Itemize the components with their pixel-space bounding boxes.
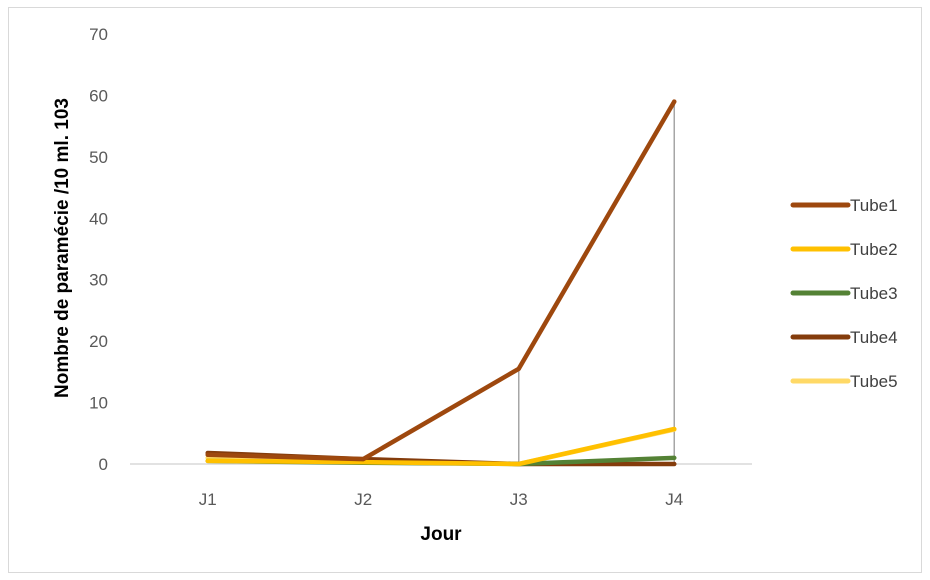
y-tick-label: 50: [89, 148, 108, 167]
legend-label: Tube5: [850, 372, 898, 391]
legend-label: Tube4: [850, 328, 898, 347]
x-tick-label: J3: [510, 490, 528, 509]
y-tick-label: 30: [89, 271, 108, 290]
y-tick-label: 10: [89, 394, 108, 413]
y-axis-title: Nombre de paramécie /10 ml. 103: [52, 98, 73, 398]
legend-label: Tube3: [850, 284, 898, 303]
y-axis-ticks: 0 10 20 30 40 50 60 70: [89, 25, 108, 474]
series-line-tube2: [205, 426, 677, 467]
data-point: [516, 462, 521, 466]
x-tick-label: J2: [354, 490, 372, 509]
y-tick-label: 70: [89, 25, 108, 44]
x-axis-ticks: J1 J2 J3 J4: [199, 490, 683, 509]
data-point: [516, 366, 521, 371]
series-lines: [205, 99, 677, 467]
y-tick-label: 40: [89, 209, 108, 228]
data-point: [672, 455, 677, 460]
x-tick-label: J4: [665, 490, 683, 509]
y-tick-label: 0: [99, 455, 108, 474]
legend-label: Tube1: [850, 196, 898, 215]
y-tick-label: 60: [89, 86, 108, 105]
data-point: [672, 99, 677, 104]
data-point: [205, 458, 210, 463]
x-axis-title: Jour: [420, 524, 462, 545]
x-tick-label: J1: [199, 490, 217, 509]
chart-frame: [8, 7, 922, 573]
drop-lines: [518, 101, 675, 464]
y-tick-label: 20: [89, 332, 108, 351]
legend-label: Tube2: [850, 240, 898, 259]
data-point: [672, 426, 677, 431]
data-point: [672, 462, 677, 466]
legend: Tube1 Tube2 Tube3 Tube4 Tube5: [790, 196, 898, 391]
series-line-tube1: [205, 99, 677, 462]
data-point: [361, 457, 366, 462]
data-point: [205, 452, 210, 457]
